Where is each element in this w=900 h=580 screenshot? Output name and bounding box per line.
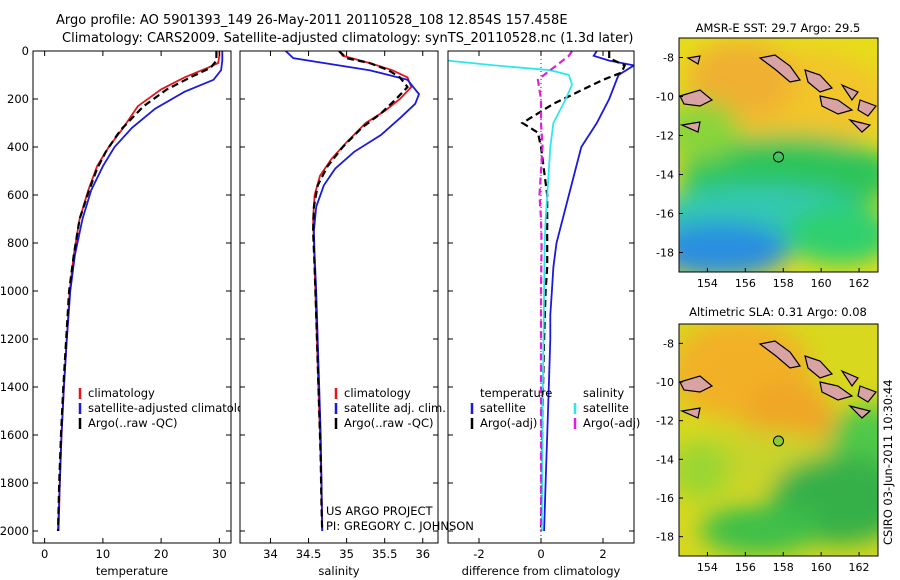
map-y-tick-label: -8 <box>663 337 674 350</box>
x-tick-label: 20 <box>154 547 169 561</box>
y-tick-label: 1800 <box>0 476 29 490</box>
map-y-tick-label: -10 <box>656 376 674 389</box>
map-x-tick-label: 158 <box>773 277 794 290</box>
sla-map-islands <box>679 340 877 419</box>
series-line-argo-raw-qc- <box>56 51 218 532</box>
series-line-salinity-satellite <box>448 59 573 532</box>
y-tick-label: 800 <box>7 236 29 250</box>
legend-label: satellite <box>480 401 526 415</box>
y-tick-label: 1000 <box>0 284 29 298</box>
legend-label: satellite adj. clim. <box>344 401 446 415</box>
sst-map-title: AMSR-E SST: 29.7 Argo: 29.5 <box>696 21 861 35</box>
plot-area <box>240 51 438 543</box>
sla-map-frame <box>678 323 879 557</box>
y-tick-label: 0 <box>22 44 29 58</box>
series-line-temperature-satellite <box>543 51 634 532</box>
x-axis-label: salinity <box>318 564 359 578</box>
series-line-temperature-argo-adj- <box>520 51 627 532</box>
map-y-tick-label: -16 <box>656 492 674 505</box>
legend-label: Argo(..raw -QC) <box>88 416 178 430</box>
sst-map-islands <box>679 54 877 133</box>
side-stamp: CSIRO 03-Jun-2011 10:30:44 <box>881 379 895 545</box>
series-line-satellite-adjusted-climatology <box>57 51 224 532</box>
legend-label: Argo(-adj) <box>583 416 640 430</box>
legend-title-temperature: temperature <box>480 386 552 400</box>
series-line-salinity-argo-adj- <box>536 51 573 531</box>
series-line-argo-raw-qc- <box>311 51 409 532</box>
plot-frame <box>239 50 439 544</box>
x-tick-label: 2 <box>599 547 606 561</box>
map-x-tick-label: 156 <box>735 561 756 574</box>
sst-map-axes: 154 156 158 160 162 -8 -10 -12 -14 -16 -18 <box>656 52 870 291</box>
legend-title-salinity: salinity <box>583 386 624 400</box>
credits-line-2: PI: GREGORY C. JOHNSON <box>326 519 474 533</box>
sla-map-axes: 154 156 158 160 162 -8 -10 -12 -14 -16 -18 <box>656 337 870 574</box>
sst-map-image <box>679 38 878 272</box>
credits-line-1: US ARGO PROJECT <box>326 504 434 518</box>
y-tick-label: 1600 <box>0 428 29 442</box>
map-x-tick-label: 162 <box>849 277 870 290</box>
sla-argo-marker <box>773 435 784 447</box>
sst-argo-marker <box>773 151 784 163</box>
map-x-tick-label: 154 <box>697 277 718 290</box>
map-y-tick-label: -8 <box>663 52 674 65</box>
temperature-panel: 0 10 20 30 temperature 0 200 400 600 800 1000 1200 1… <box>0 44 258 578</box>
legend-label: satellite <box>583 401 629 415</box>
legend-label: satellite-adjusted climatology <box>88 401 258 415</box>
map-x-tick-label: 160 <box>811 561 832 574</box>
legend-label: climatology <box>344 386 411 400</box>
plot-area <box>33 51 231 543</box>
x-tick-label: 0 <box>537 547 544 561</box>
x-tick-label: 34 <box>263 547 278 561</box>
x-tick-label: 36 <box>415 547 430 561</box>
sla-map-title: Altimetric SLA: 0.31 Argo: 0.08 <box>689 305 867 319</box>
x-tick-label: 0 <box>41 547 48 561</box>
y-tick-label: 2000 <box>0 524 29 538</box>
map-y-tick-label: -14 <box>656 169 674 182</box>
series-group <box>448 51 634 532</box>
y-tick-label: 200 <box>7 92 29 106</box>
map-x-tick-label: 160 <box>811 277 832 290</box>
map-y-tick-label: -18 <box>656 247 674 260</box>
map-y-tick-label: -14 <box>656 453 674 466</box>
map-y-tick-label: -10 <box>656 91 674 104</box>
map-y-tick-label: -12 <box>656 415 674 428</box>
map-x-tick-label: 154 <box>697 561 718 574</box>
map-y-tick-label: -16 <box>656 208 674 221</box>
x-axis-label: difference from climatology <box>462 564 621 578</box>
x-tick-label: 35.5 <box>372 547 398 561</box>
header-line-2: Climatology: CARS2009. Satellite-adjuste… <box>62 31 634 46</box>
y-tick-label: 1200 <box>0 332 29 346</box>
x-tick-label: -2 <box>473 547 484 561</box>
x-tick-label: 34.5 <box>296 547 322 561</box>
series-group <box>285 51 421 532</box>
plot-area <box>448 51 634 543</box>
y-tick-label: 600 <box>7 188 29 202</box>
legend-label: Argo(-adj) <box>480 416 537 430</box>
y-tick-label: 400 <box>7 140 29 154</box>
y-tick-label: 1400 <box>0 380 29 394</box>
map-x-tick-label: 158 <box>773 561 794 574</box>
map-x-tick-label: 162 <box>849 561 870 574</box>
x-tick-label: 35 <box>339 547 354 561</box>
header-line-1: Argo profile: AO 5901393_149 26-May-2011… <box>56 13 568 28</box>
map-y-tick-label: -12 <box>656 130 674 143</box>
sst-map-frame <box>678 37 879 273</box>
difference-panel: -2 0 2 difference from climatology temperatu… <box>447 50 640 578</box>
x-tick-label: 10 <box>96 547 111 561</box>
plot-frame <box>32 50 232 544</box>
map-y-tick-label: -18 <box>656 531 674 544</box>
map-x-tick-label: 156 <box>735 277 756 290</box>
x-tick-label: 30 <box>212 547 227 561</box>
series-group <box>56 51 224 532</box>
legend-label: climatology <box>88 386 155 400</box>
legend-label: Argo(..raw -QC) <box>344 416 434 430</box>
salinity-panel: 34 34.5 35 35.5 36 salinity climatologysatelli… <box>239 50 446 578</box>
x-axis-label: temperature <box>96 564 168 578</box>
